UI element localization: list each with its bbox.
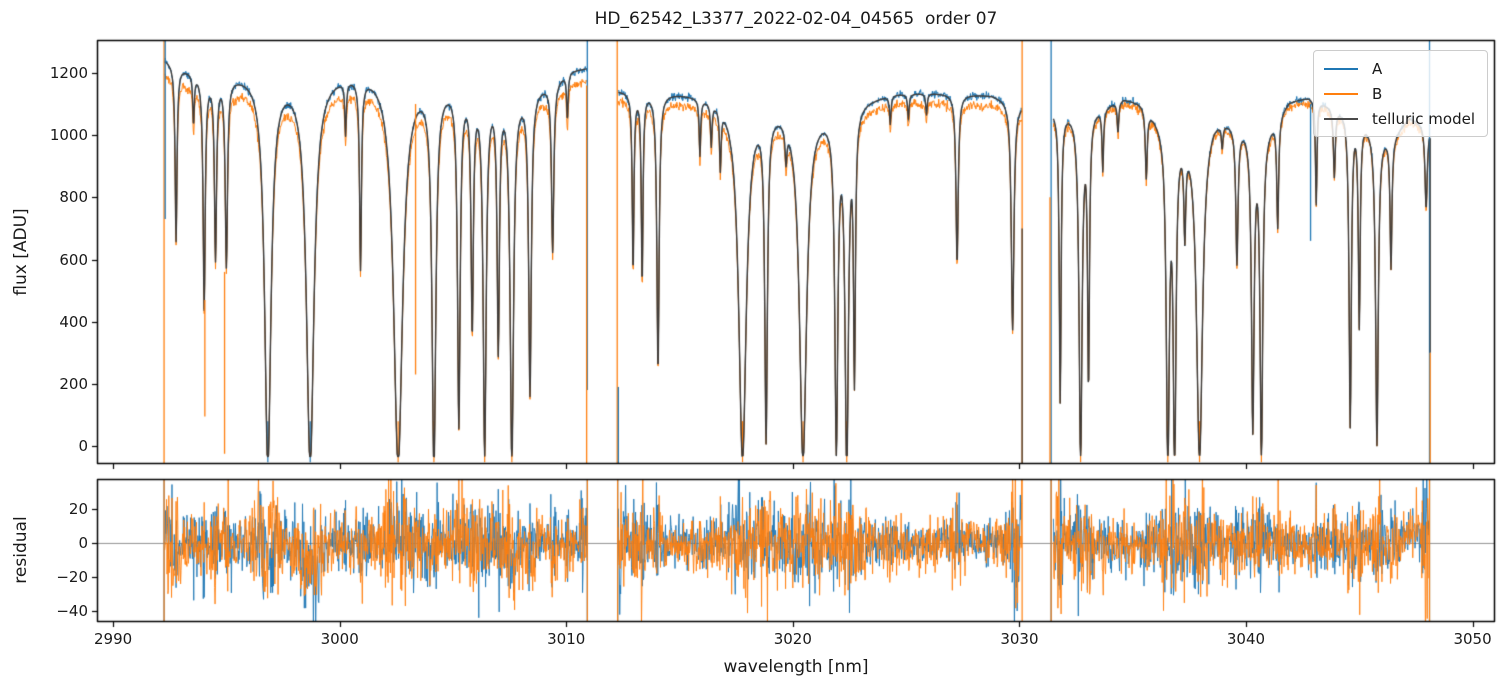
legend-item-a: A [1324, 60, 1477, 78]
y-tick-label-flux: 0 [78, 437, 88, 455]
x-tick-label: 3010 [547, 630, 586, 648]
y-tick-label-flux: 200 [59, 374, 88, 393]
x-tick-label: 2990 [93, 630, 133, 648]
y-tick-label-flux: 600 [59, 250, 88, 269]
plot-title: HD_62542_L3377_2022-02-04_04565 order 07 [594, 9, 998, 29]
y-tick-label-flux: 1200 [49, 64, 88, 82]
y-tick-label-residual: 20 [68, 500, 88, 519]
legend-line-swatch [1324, 117, 1358, 120]
legend-label: telluric model [1372, 109, 1476, 128]
x-tick-label: 3000 [320, 630, 359, 648]
y-tick-label-residual: −20 [56, 568, 88, 587]
x-tick-label: 3040 [1226, 630, 1266, 648]
y-tick-label-flux: 400 [59, 312, 88, 331]
x-tick-label: 3020 [773, 630, 812, 648]
wavelength-axis-label: wavelength [nm] [723, 657, 869, 677]
y-tick-label-flux: 800 [59, 188, 88, 207]
legend-line-swatch [1324, 92, 1358, 95]
y-tick-label-residual: 0 [78, 534, 88, 553]
legend-line-swatch [1324, 67, 1358, 70]
y-tick-label-residual: −40 [56, 602, 88, 621]
x-tick-label: 3030 [1000, 630, 1039, 648]
x-tick-label: 3050 [1453, 630, 1492, 648]
legend-item-b: B [1324, 85, 1477, 103]
legend-label: A [1372, 59, 1383, 78]
legend-label: B [1372, 84, 1383, 103]
y-tick-label-flux: 1000 [49, 126, 88, 145]
legend-item-telluric-model: telluric model [1324, 110, 1477, 128]
